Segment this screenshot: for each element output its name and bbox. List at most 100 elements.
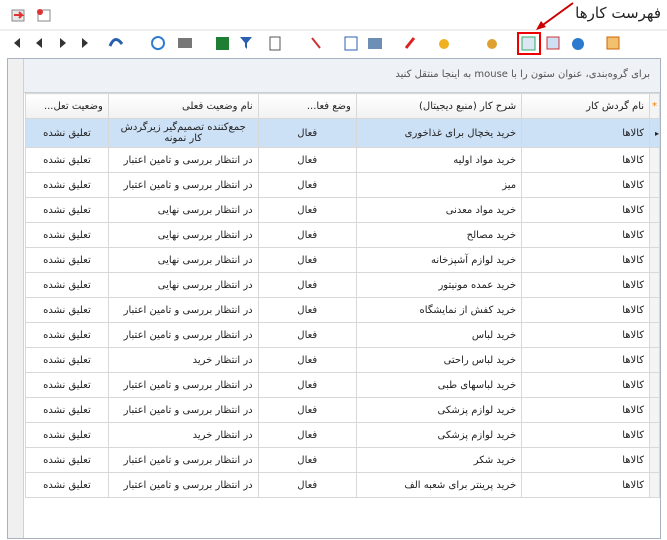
column-header[interactable]: وضعیت تعل...: [25, 93, 109, 119]
grid-row[interactable]: کالاها خرید لباس فعال در انتظار بررسی و تام…: [25, 322, 660, 348]
column-header[interactable]: وضع فعا...: [257, 93, 357, 119]
grid-cell: کالاها: [521, 172, 651, 198]
grid-cell: کالاها: [521, 347, 651, 373]
row-indicator: [649, 147, 660, 173]
grid-cell: تعلیق نشده: [25, 222, 109, 248]
grid-cell: خرید لوازم پزشکی: [355, 422, 523, 448]
column-header[interactable]: شرح کار (منبع دیجیتال): [355, 93, 523, 119]
row-indicator: [649, 397, 660, 423]
grid-table: * نام گردش کار شرح کار (منبع دیجیتال) وضع ف…: [25, 93, 660, 498]
grid-cell: تعلیق نشده: [25, 147, 109, 173]
toolbar: [0, 2, 667, 55]
grid-row[interactable]: کالاها خرید پرینتر برای شعبه الف فعال در ان…: [25, 472, 660, 498]
grid-cell: تعلیق نشده: [25, 372, 109, 398]
nav-buttons[interactable]: [12, 38, 90, 48]
grid-cell: خرید لباس راحتی: [355, 347, 523, 373]
grid-cell: فعال: [257, 222, 357, 248]
grid-cell: تعلیق نشده: [25, 272, 109, 298]
grid-row[interactable]: کالاها خرید لباسهای طبی فعال در انتظار بررس…: [25, 372, 660, 398]
grid-cell: در انتظار بررسی و تامین اعتبار: [107, 322, 259, 348]
grid-cell: خرید شکر: [355, 447, 523, 473]
annotation-arrow: [539, 2, 574, 28]
row-indicator: [649, 272, 660, 298]
row-indicator: [649, 222, 660, 248]
row-indicator: [649, 247, 660, 273]
row-indicator: [649, 197, 660, 223]
grid-cell: در انتظار بررسی و تامین اعتبار: [107, 172, 259, 198]
grid-cell: خرید یخچال برای غذاخوری: [355, 118, 523, 148]
grid-row[interactable]: کالاها خرید مصالح فعال در انتظار بررسی نهای…: [25, 222, 660, 248]
grid-cell: کالاها: [521, 247, 651, 273]
grid-cell: فعال: [257, 197, 357, 223]
grid-cell: فعال: [257, 172, 357, 198]
row-indicator-header: *: [649, 93, 660, 119]
row-indicator: [649, 372, 660, 398]
new-dot: [37, 9, 43, 15]
grid-cell: در انتظار بررسی و تامین اعتبار: [107, 147, 259, 173]
row-indicator: [649, 422, 660, 448]
grid-cell: کالاها: [521, 322, 651, 348]
grid-row[interactable]: کالاها خرید کفش از نمایشگاه فعال در انتظار …: [25, 297, 660, 323]
grid-cell: فعال: [257, 347, 357, 373]
grid-cell: در انتظار بررسی و تامین اعتبار: [107, 397, 259, 423]
grid-cell: فعال: [257, 372, 357, 398]
new-icon[interactable]: [37, 9, 51, 22]
grid-row[interactable]: کالاها خرید لوازم پزشکی فعال در انتظار بررس…: [25, 397, 660, 423]
grid-cell: کالاها: [521, 447, 651, 473]
grid-cell: تعلیق نشده: [25, 397, 109, 423]
grid-row[interactable]: ▸ کالاها خرید یخچال برای غذاخوری فعال جمع‌کن…: [25, 118, 660, 148]
grid-row[interactable]: کالاها خرید مواد معدنی فعال در انتظار بررسی…: [25, 197, 660, 223]
row-indicator: [649, 472, 660, 498]
grid-row[interactable]: کالاها خرید عمده مونیتور فعال در انتظار برر…: [25, 272, 660, 298]
grid-cell: تعلیق نشده: [25, 347, 109, 373]
window-title: فهرست کارها: [575, 4, 661, 22]
grid-cell: کالاها: [521, 372, 651, 398]
toolbar-icons[interactable]: [108, 36, 620, 51]
column-header[interactable]: نام وضعیت فعلی: [107, 93, 259, 119]
row-indicator: [649, 297, 660, 323]
exit-arrow: [14, 11, 25, 19]
grid-cell: کالاها: [521, 472, 651, 498]
grid-cell: فعال: [257, 118, 357, 148]
header-row: * نام گردش کار شرح کار (منبع دیجیتال) وضع ف…: [25, 93, 660, 119]
grid-cell: تعلیق نشده: [25, 422, 109, 448]
column-header[interactable]: نام گردش کار: [521, 93, 651, 119]
grid-cell: در انتظار بررسی نهایی: [107, 197, 259, 223]
row-indicator: ▸: [649, 118, 660, 148]
group-panel: برای گروه‌بندی، عنوان ستون را با mouse ب…: [24, 59, 660, 93]
grid-cell: خرید پرینتر برای شعبه الف: [355, 472, 523, 498]
row-indicator: [649, 447, 660, 473]
grid-cell: فعال: [257, 322, 357, 348]
grid-cell: تعلیق نشده: [25, 472, 109, 498]
grid-cell: فعال: [257, 272, 357, 298]
grid-cell: کالاها: [521, 118, 651, 148]
grid-row[interactable]: کالاها میز فعال در انتظار بررسی و تامین اعت…: [25, 172, 660, 198]
grid-row[interactable]: کالاها خرید لوازم پزشکی فعال در انتظار خرید…: [25, 422, 660, 448]
grid-cell: در انتظار خرید: [107, 422, 259, 448]
row-indicator: [649, 172, 660, 198]
grid-cell: خرید لوازم پزشکی: [355, 397, 523, 423]
grid-cell: تعلیق نشده: [25, 322, 109, 348]
grid-cell: خرید مواد معدنی: [355, 197, 523, 223]
grid-cell: خرید لباس: [355, 322, 523, 348]
grid-cell: تعلیق نشده: [25, 297, 109, 323]
grid-row[interactable]: کالاها خرید مواد اولیه فعال در انتظار بررسی…: [25, 147, 660, 173]
grid-cell: تعلیق نشده: [25, 118, 109, 148]
grid-cell: خرید مصالح: [355, 222, 523, 248]
grid-cell: تعلیق نشده: [25, 172, 109, 198]
grid-row[interactable]: کالاها خرید لوازم آشپزخانه فعال در انتظار ب…: [25, 247, 660, 273]
grid-cell: فعال: [257, 422, 357, 448]
grid-cell: فعال: [257, 447, 357, 473]
grid-cell: خرید کفش از نمایشگاه: [355, 297, 523, 323]
grid-cell: کالاها: [521, 297, 651, 323]
vertical-scrollbar[interactable]: [8, 59, 24, 538]
grid-cell: فعال: [257, 472, 357, 498]
grid-row[interactable]: کالاها خرید لباس راحتی فعال در انتظار خرید ت…: [25, 347, 660, 373]
grid-cell: در انتظار بررسی نهایی: [107, 222, 259, 248]
grid-row[interactable]: کالاها خرید شکر فعال در انتظار بررسی و تامی…: [25, 447, 660, 473]
grid-cell: در انتظار بررسی نهایی: [107, 272, 259, 298]
row-indicator: [649, 322, 660, 348]
grid-cell: در انتظار بررسی و تامین اعتبار: [107, 447, 259, 473]
grid-cell: فعال: [257, 297, 357, 323]
